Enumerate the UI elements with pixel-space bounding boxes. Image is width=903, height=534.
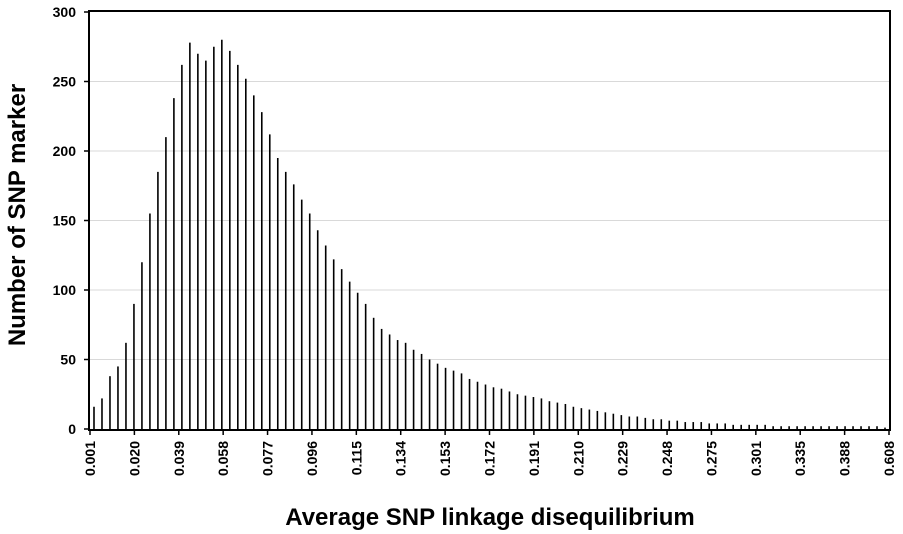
y-tick-label: 100 <box>53 282 77 298</box>
x-axis-ticks: 0.001 0.020 0.039 0.058 0.077 0.096 0.115 0.134… <box>82 429 897 476</box>
x-tick-label: 0.020 <box>126 441 142 476</box>
x-tick-label: 0.039 <box>171 441 187 476</box>
bars <box>93 39 886 429</box>
y-tick-label: 250 <box>53 74 77 90</box>
y-tick-label: 200 <box>53 143 77 159</box>
x-tick-label: 0.335 <box>792 441 808 476</box>
x-tick-label: 0.229 <box>615 441 631 476</box>
x-tick-label: 0.096 <box>304 441 320 476</box>
x-tick-label: 0.608 <box>881 441 897 476</box>
x-tick-label: 0.191 <box>526 441 542 476</box>
x-tick-label: 0.001 <box>82 441 98 476</box>
y-tick-label: 300 <box>53 4 77 20</box>
x-tick-label: 0.210 <box>570 441 586 476</box>
y-axis-title: Number of SNP marker <box>4 84 31 346</box>
y-tick-label: 150 <box>53 213 77 229</box>
x-tick-label: 0.058 <box>215 441 231 476</box>
x-tick-label: 0.388 <box>837 441 853 476</box>
x-tick-label: 0.301 <box>748 441 764 476</box>
y-tick-label: 50 <box>60 352 76 368</box>
x-tick-label: 0.077 <box>260 441 276 476</box>
x-tick-label: 0.248 <box>659 441 675 476</box>
y-axis-ticks: 0 50 100 150 200 250 300 <box>53 4 90 437</box>
x-axis-title: Average SNP linkage disequilibrium <box>285 504 694 531</box>
x-tick-label: 0.134 <box>393 441 409 476</box>
x-tick-label: 0.172 <box>482 441 498 476</box>
x-tick-label: 0.153 <box>437 441 453 476</box>
x-tick-label: 0.115 <box>348 441 364 475</box>
x-tick-label: 0.275 <box>703 441 719 476</box>
gridlines <box>90 81 889 360</box>
y-tick-label: 0 <box>68 421 76 437</box>
